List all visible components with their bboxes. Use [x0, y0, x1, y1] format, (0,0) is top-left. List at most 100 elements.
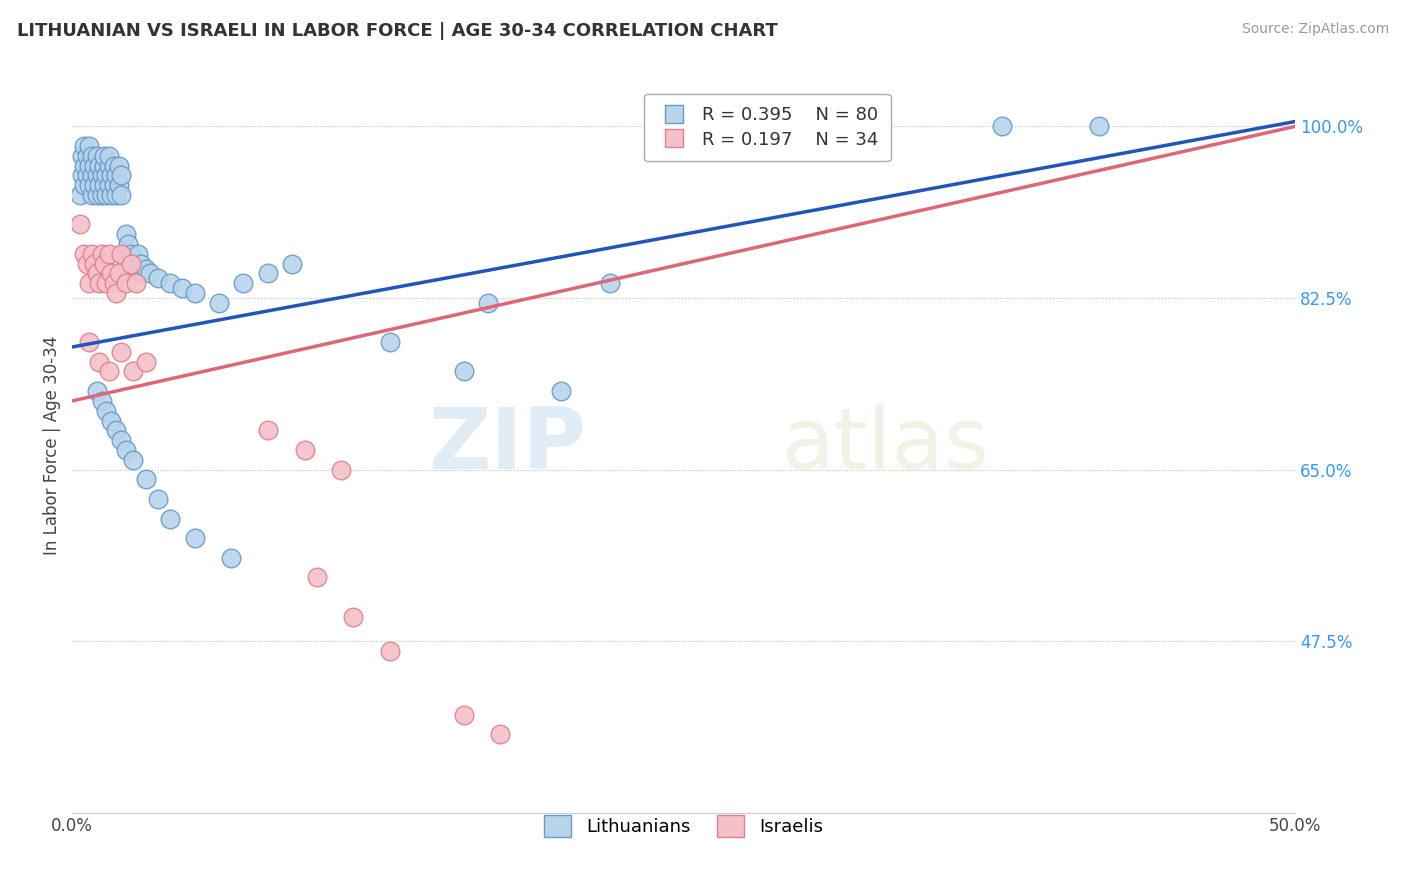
Point: [89, 178, 111, 193]
Point: [135, 472, 157, 486]
Point: [107, 178, 129, 193]
Point: [69, 218, 91, 232]
Point: [110, 169, 132, 183]
Point: [208, 296, 231, 310]
Point: [110, 247, 132, 261]
Point: [83, 159, 105, 173]
Point: [96, 277, 118, 291]
Point: [125, 277, 148, 291]
Point: [122, 452, 145, 467]
Point: [122, 364, 145, 378]
Point: [342, 609, 364, 624]
Point: [120, 247, 142, 261]
Point: [135, 261, 157, 276]
Point: [79, 335, 101, 350]
Point: [69, 188, 91, 202]
Point: [100, 413, 122, 427]
Point: [79, 139, 101, 153]
Point: [129, 257, 152, 271]
Point: [550, 384, 572, 398]
Point: [79, 277, 101, 291]
Point: [97, 159, 120, 173]
Point: [80, 188, 103, 202]
Y-axis label: In Labor Force | Age 30-34: In Labor Force | Age 30-34: [44, 335, 60, 555]
Point: [97, 247, 120, 261]
Point: [183, 531, 205, 545]
Point: [105, 169, 128, 183]
Point: [294, 442, 316, 457]
Point: [105, 423, 128, 437]
Point: [90, 393, 112, 408]
Point: [89, 159, 111, 173]
Point: [96, 188, 118, 202]
Point: [146, 271, 169, 285]
Point: [76, 257, 98, 271]
Point: [100, 188, 122, 202]
Point: [489, 727, 512, 741]
Point: [120, 257, 142, 271]
Point: [115, 227, 138, 242]
Point: [97, 364, 120, 378]
Point: [159, 511, 181, 525]
Point: [257, 267, 280, 281]
Point: [100, 169, 122, 183]
Point: [115, 277, 138, 291]
Point: [73, 178, 96, 193]
Point: [281, 257, 304, 271]
Point: [117, 237, 139, 252]
Point: [110, 344, 132, 359]
Point: [93, 257, 115, 271]
Point: [86, 188, 108, 202]
Text: atlas: atlas: [782, 403, 990, 486]
Point: [80, 149, 103, 163]
Point: [125, 267, 148, 281]
Point: [330, 462, 353, 476]
Point: [232, 277, 254, 291]
Point: [599, 277, 621, 291]
Point: [100, 267, 122, 281]
Point: [112, 247, 135, 261]
Point: [103, 159, 125, 173]
Point: [76, 169, 98, 183]
Point: [122, 257, 145, 271]
Point: [70, 149, 93, 163]
Point: [103, 178, 125, 193]
Point: [80, 169, 103, 183]
Legend: Lithuanians, Israelis: Lithuanians, Israelis: [537, 807, 830, 844]
Point: [127, 247, 149, 261]
Text: ZIP: ZIP: [427, 403, 586, 486]
Point: [80, 247, 103, 261]
Point: [105, 188, 128, 202]
Point: [378, 644, 401, 658]
Point: [97, 149, 120, 163]
Point: [90, 188, 112, 202]
Point: [1088, 120, 1111, 134]
Point: [477, 296, 499, 310]
Point: [79, 178, 101, 193]
Point: [96, 403, 118, 417]
Point: [93, 178, 115, 193]
Point: [105, 286, 128, 301]
Point: [453, 364, 475, 378]
Point: [90, 169, 112, 183]
Point: [103, 277, 125, 291]
Point: [159, 277, 181, 291]
Point: [86, 149, 108, 163]
Point: [83, 178, 105, 193]
Point: [89, 277, 111, 291]
Point: [73, 139, 96, 153]
Point: [83, 257, 105, 271]
Point: [86, 267, 108, 281]
Point: [96, 169, 118, 183]
Point: [172, 281, 194, 295]
Point: [110, 433, 132, 447]
Point: [378, 335, 401, 350]
Point: [453, 707, 475, 722]
Point: [93, 149, 115, 163]
Point: [79, 159, 101, 173]
Point: [135, 354, 157, 368]
Point: [146, 491, 169, 506]
Point: [76, 149, 98, 163]
Point: [305, 570, 328, 584]
Point: [183, 286, 205, 301]
